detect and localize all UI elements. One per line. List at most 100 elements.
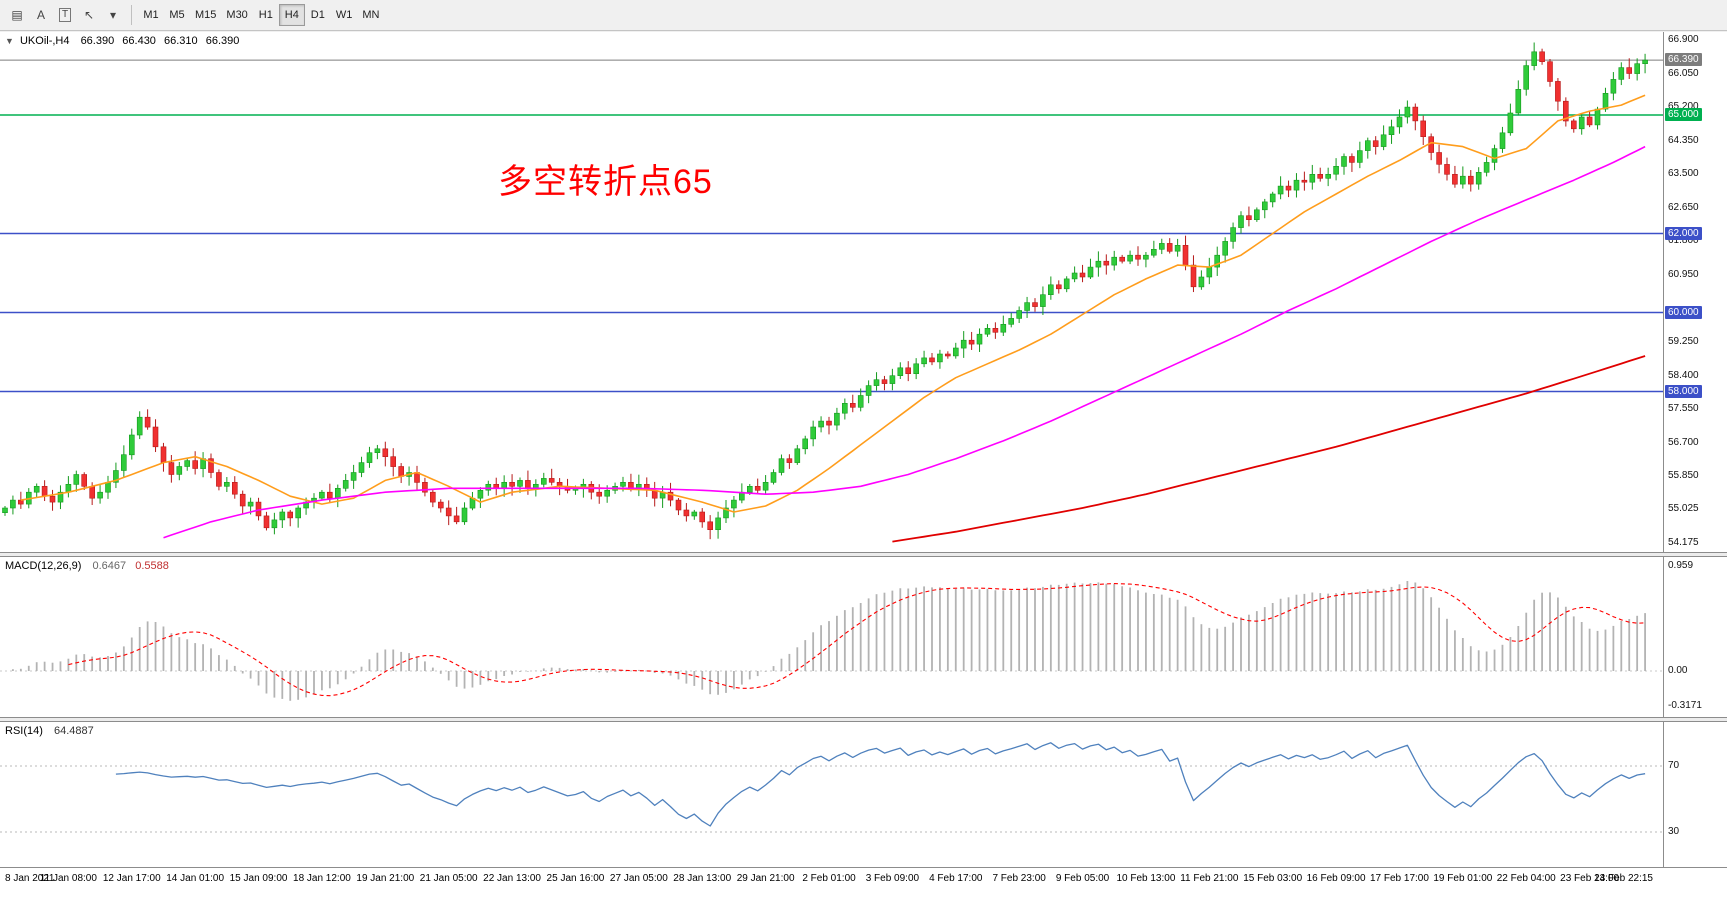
price-chart-canvas[interactable] <box>0 32 1663 557</box>
cursor-tool-icon[interactable]: ↖ <box>77 4 101 26</box>
time-tick: 27 Jan 05:00 <box>609 873 668 884</box>
slow-ma-red <box>892 355 1646 543</box>
price-tick: 63.500 <box>1668 168 1699 180</box>
time-tick: 18 Jan 12:00 <box>293 873 351 884</box>
bar-high: 66.430 <box>122 35 156 47</box>
rsi-title: RSI(14) <box>5 725 43 737</box>
timeframe-button-h4[interactable]: H4 <box>278 4 305 26</box>
tool-dropdown-icon[interactable]: ▾ <box>101 4 125 26</box>
toolbar-separator <box>131 5 132 25</box>
toolbar-icon-group: ▤ A T ↖ ▾ <box>5 4 125 26</box>
timeframe-button-mn[interactable]: MN <box>362 9 380 21</box>
time-tick: 11 Feb 21:00 <box>1180 873 1239 884</box>
macd-signal-line <box>68 583 1646 697</box>
price-level-badge: 58.000 <box>1665 384 1702 398</box>
time-tick: 22 Jan 13:00 <box>483 873 541 884</box>
time-tick: 17 Feb 17:00 <box>1369 873 1429 884</box>
charts-grid-icon[interactable]: ▤ <box>5 4 29 26</box>
rsi-value: 64.4887 <box>53 725 94 737</box>
time-tick: 11 Jan 08:00 <box>39 873 97 884</box>
time-tick: 29 Jan 21:00 <box>736 873 795 884</box>
time-tick: 3 Feb 09:00 <box>865 873 920 884</box>
time-tick: 19 Feb 01:00 <box>1433 873 1493 884</box>
price-tick: 55.850 <box>1668 470 1699 482</box>
symbol-dropdown-icon[interactable]: ▼ <box>5 36 14 46</box>
price-tick: 55.025 <box>1668 503 1699 514</box>
bar-low: 66.310 <box>164 35 198 47</box>
symbol-header: ▼ UKOil-,H4 66.390 66.430 66.310 66.390 <box>5 35 239 47</box>
toolbar: ▤ A T ↖ ▾ M1 M5 M15 M30 H1 H4 D1 W1 MN <box>0 0 1727 31</box>
time-tick: 4 Feb 17:00 <box>929 873 983 884</box>
macd-chart-canvas[interactable] <box>0 557 1663 722</box>
time-tick: 15 Jan 09:00 <box>229 873 288 884</box>
macd-tick: 0.959 <box>1668 559 1694 571</box>
pane-splitter[interactable] <box>0 717 1727 722</box>
price-tick: 66.050 <box>1668 67 1699 79</box>
timeframe-button-group: M1 M5 M15 M30 H1 H4 D1 W1 MN <box>138 4 384 26</box>
pane-splitter[interactable] <box>0 552 1727 557</box>
price-level-badge: 62.000 <box>1665 226 1702 240</box>
time-tick: 14 Jan 01:00 <box>166 873 225 884</box>
price-pane: ▼ UKOil-,H4 66.390 66.430 66.310 66.390 … <box>0 32 1727 552</box>
price-tick: 64.350 <box>1668 134 1699 146</box>
timeframe-button-w1[interactable]: W1 <box>335 9 353 21</box>
time-tick: 28 Jan 13:00 <box>673 873 732 884</box>
macd-header: MACD(12,26,9) 0.6467 0.5588 <box>5 560 169 572</box>
macd-pane: MACD(12,26,9) 0.6467 0.5588 0.959 0.00 -0.… <box>0 557 1727 717</box>
time-tick: 16 Feb 09:00 <box>1306 873 1366 884</box>
price-tick: 54.175 <box>1668 536 1699 548</box>
rsi-header: RSI(14) 64.4887 <box>5 725 94 737</box>
time-tick: 15 Feb 03:00 <box>1243 873 1303 884</box>
annotation-text-icon[interactable]: A <box>29 4 53 26</box>
rsi-tick: 70 <box>1668 760 1680 771</box>
bar-close: 66.390 <box>205 35 240 47</box>
price-level-badge: 65.000 <box>1665 108 1702 121</box>
time-tick: 10 Feb 13:00 <box>1116 873 1176 884</box>
price-tick: 57.550 <box>1668 403 1699 415</box>
price-axis[interactable]: 66.900 66.050 65.200 64.350 63.500 62.650 61.8… <box>1663 32 1727 552</box>
time-tick: 7 Feb 23:00 <box>992 873 1046 884</box>
timeframe-button-m30[interactable]: M30 <box>226 9 248 21</box>
macd-signal-value: 0.5588 <box>135 560 169 572</box>
bar-open: 66.390 <box>80 35 115 47</box>
macd-value: 0.6467 <box>92 560 127 572</box>
time-tick: 12 Jan 17:00 <box>102 873 161 884</box>
fast-ma-orange <box>20 94 1646 513</box>
time-tick: 23 Feb 13:00 <box>1560 873 1620 884</box>
tool-dropdown-icon: ▾ <box>109 8 117 22</box>
time-tick: 8 Jan 2021 <box>5 873 55 884</box>
rsi-chart-canvas[interactable] <box>0 722 1663 872</box>
time-tick: 19 Jan 21:00 <box>356 873 415 884</box>
cursor-tool-icon: ↖ <box>83 8 95 22</box>
price-level-badge: 60.000 <box>1665 305 1702 319</box>
timeframe-button-d1[interactable]: D1 <box>310 9 325 21</box>
rsi-pane: RSI(14) 64.4887 70 30 <box>0 722 1727 867</box>
symbol-title: UKOil-,H4 <box>19 35 70 47</box>
textbox-tool-icon: T <box>58 8 72 22</box>
price-level-badge: 66.390 <box>1665 53 1702 67</box>
timeframe-button-m1[interactable]: M1 <box>143 9 159 21</box>
chart-text-annotation[interactable]: 多空转折点65 <box>498 163 713 201</box>
time-tick: 21 Jan 05:00 <box>419 873 478 884</box>
rsi-axis[interactable]: 70 30 <box>1663 722 1727 867</box>
timeframe-button-m5[interactable]: M5 <box>169 9 185 21</box>
time-tick: 25 Jan 16:00 <box>546 873 605 884</box>
timeframe-button-h1[interactable]: H1 <box>258 9 273 21</box>
time-axis[interactable]: 8 Jan 2021 11 Jan 08:00 12 Jan 17:00 14 Jan… <box>0 867 1727 897</box>
price-tick: 61.800 <box>1668 235 1699 247</box>
timeframe-button-m15[interactable]: M15 <box>195 9 217 21</box>
rsi-tick: 30 <box>1668 826 1680 837</box>
annotation-text-icon: A <box>36 8 45 22</box>
price-tick: 66.900 <box>1668 33 1699 45</box>
price-tick: 60.950 <box>1668 268 1699 280</box>
textbox-tool-icon[interactable]: T <box>53 4 77 26</box>
time-tick: 22 Feb 04:00 <box>1496 873 1556 884</box>
macd-axis[interactable]: 0.959 0.00 -0.3171 <box>1663 557 1727 717</box>
price-tick: 58.400 <box>1668 369 1699 381</box>
mid-ma-magenta <box>163 145 1646 539</box>
price-tick: 56.700 <box>1668 436 1699 448</box>
time-tick: 2 Feb 01:00 <box>802 873 856 884</box>
time-tick: 24 Feb 22:15 <box>1594 873 1653 884</box>
charts-grid-icon: ▤ <box>11 8 23 22</box>
macd-title: MACD(12,26,9) <box>5 560 82 572</box>
